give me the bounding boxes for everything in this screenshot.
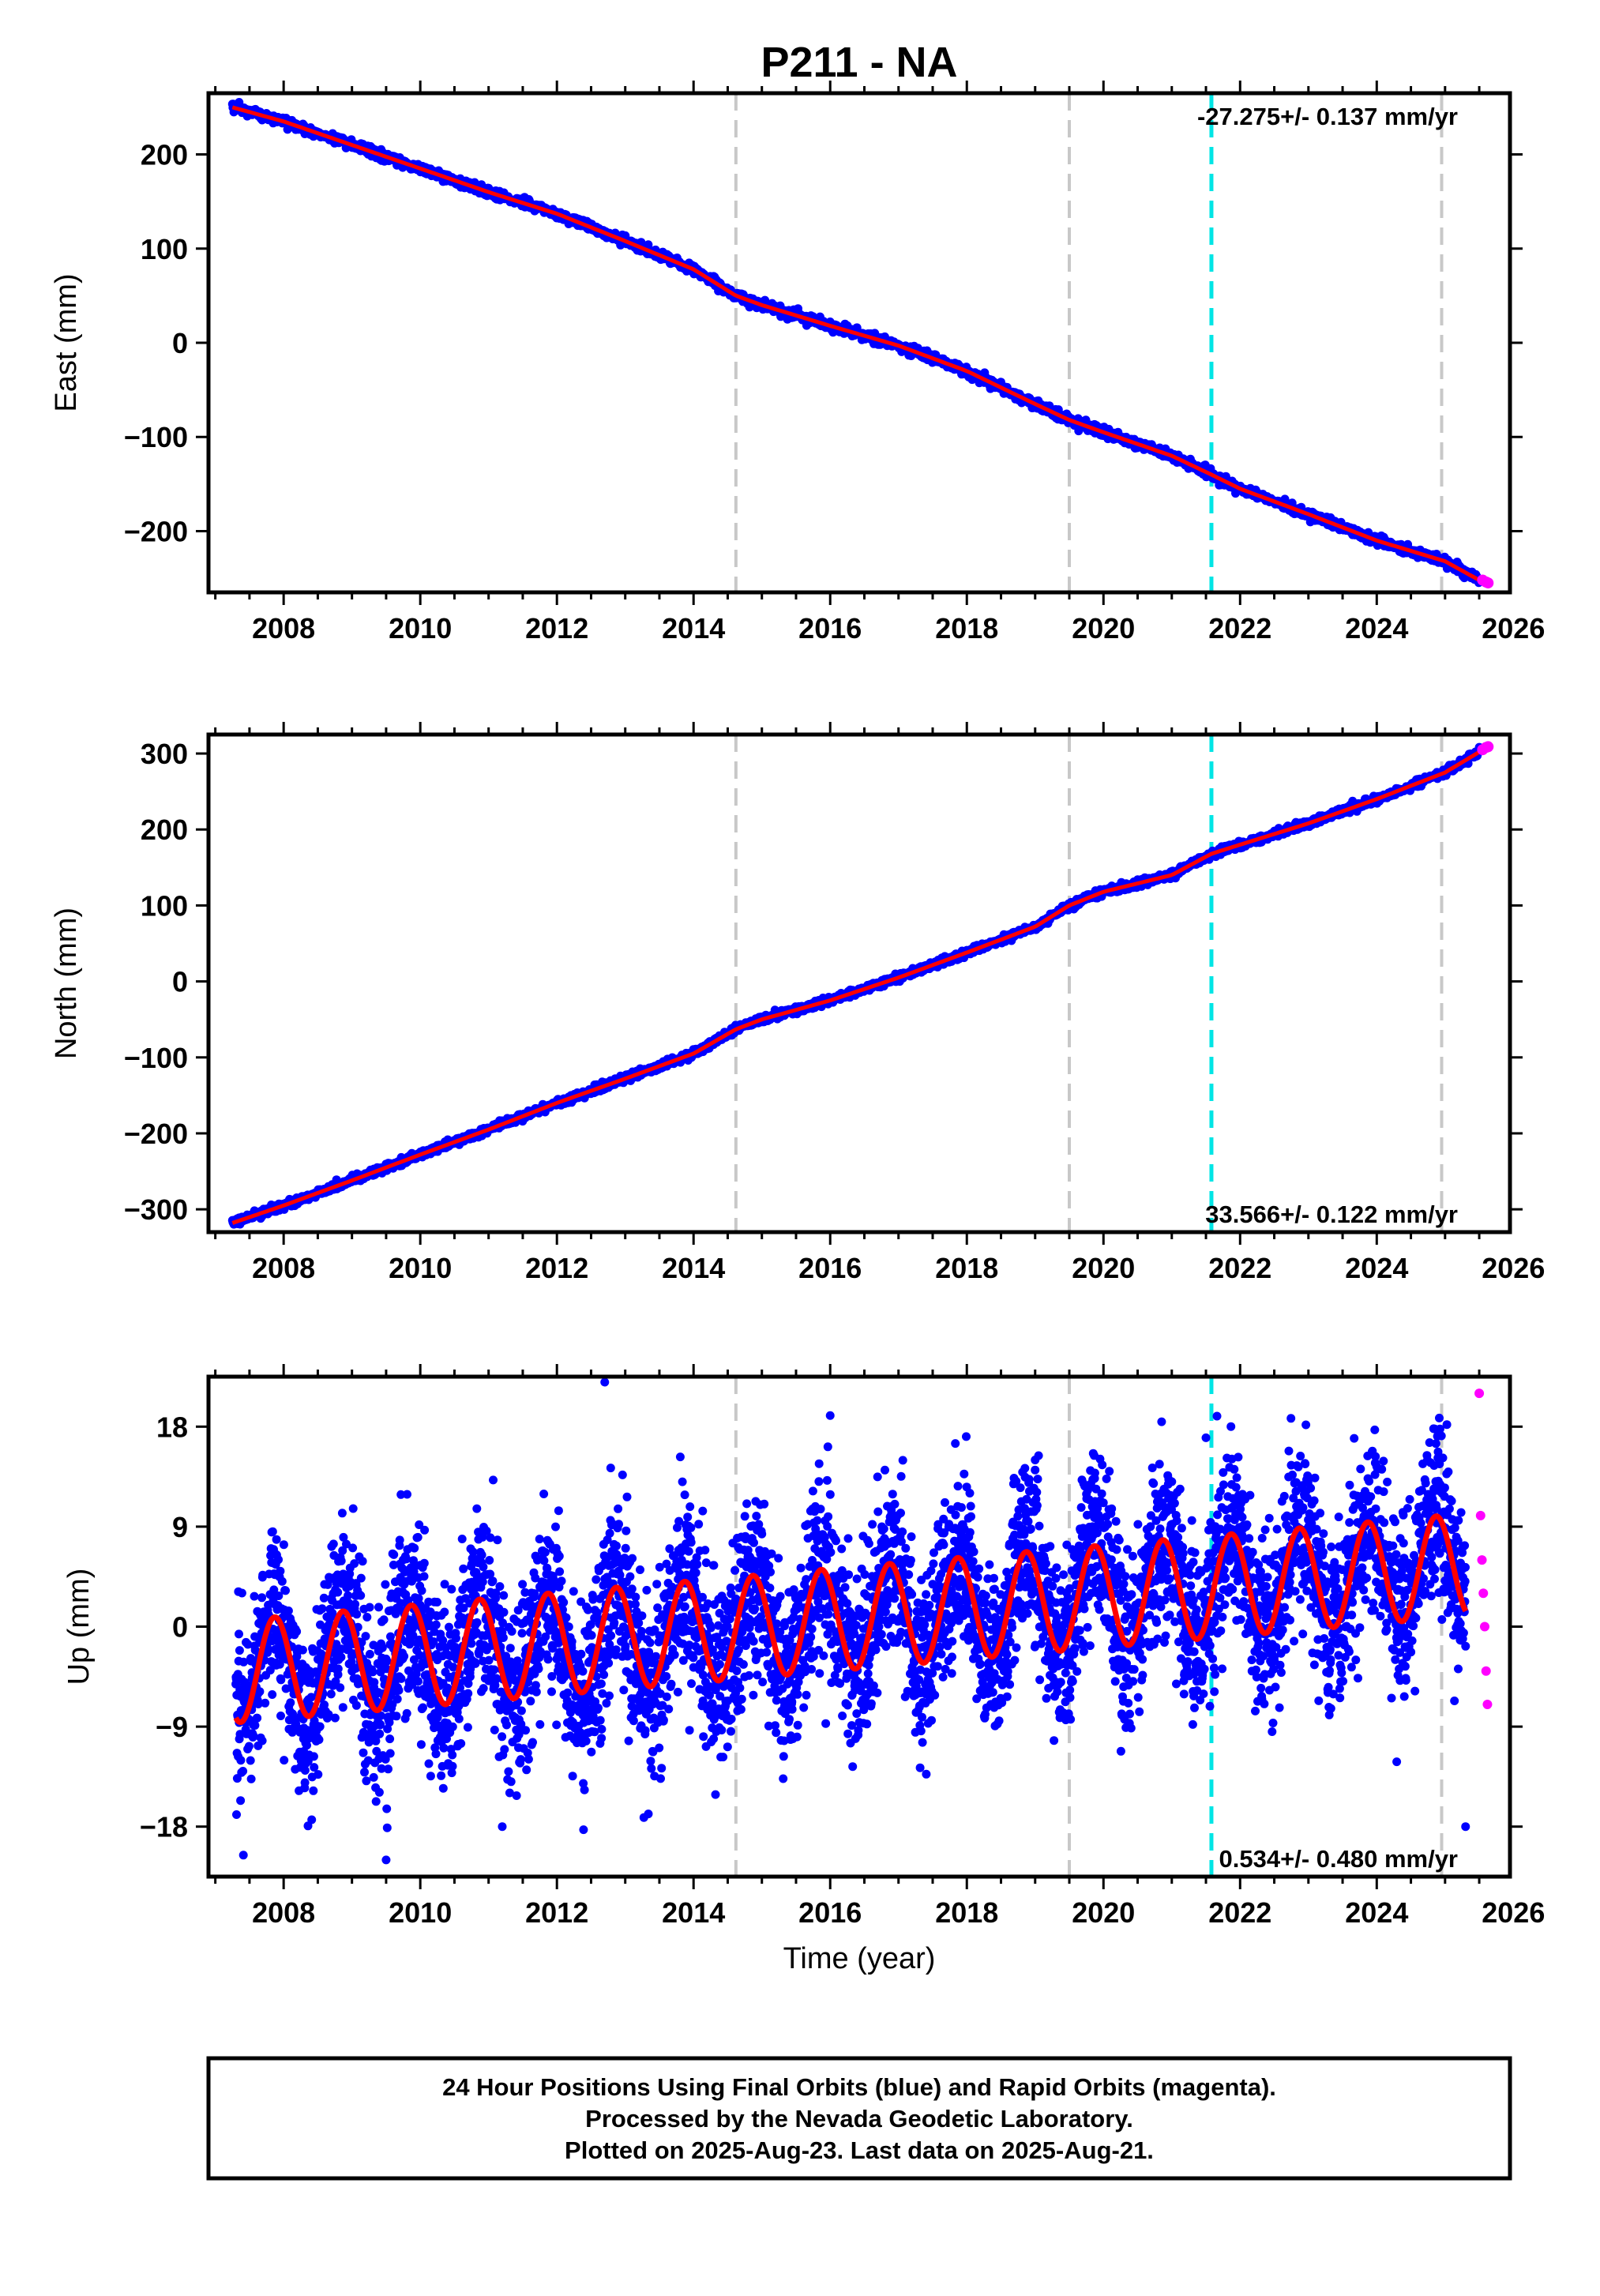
east-model-line	[232, 107, 1479, 581]
east-rapid-point	[1482, 577, 1493, 588]
east-y-tick-label: −100	[124, 421, 188, 453]
east-y-tick-label: 100	[141, 233, 188, 265]
east-y-tick-label: 200	[141, 139, 188, 171]
east-x-tick-label: 2012	[525, 612, 588, 644]
east-y-tick-label: −200	[124, 515, 188, 547]
east-x-tick-label: 2016	[798, 612, 862, 644]
chart-title: P211 - NA	[761, 39, 957, 86]
east-rate-label: -27.275+/- 0.137 mm/yr	[1197, 103, 1458, 130]
east-x-tick-label: 2020	[1072, 612, 1135, 644]
east-x-tick-label: 2018	[935, 612, 998, 644]
east-y-tick-label: 0	[172, 327, 188, 359]
east-panel: 2008 2010 2012 2014 2016 2018 2020 2022 2024 2026…	[50, 81, 1545, 644]
east-x-tick-label: 2010	[389, 612, 452, 644]
east-x-tick-label: 2026	[1482, 612, 1545, 644]
east-axis-label: East (mm)	[50, 273, 83, 411]
east-x-tick-label: 2014	[662, 612, 725, 644]
east-x-tick-label: 2022	[1208, 612, 1271, 644]
east-x-tick-label: 2024	[1345, 612, 1408, 644]
east-x-tick-label: 2008	[252, 612, 315, 644]
